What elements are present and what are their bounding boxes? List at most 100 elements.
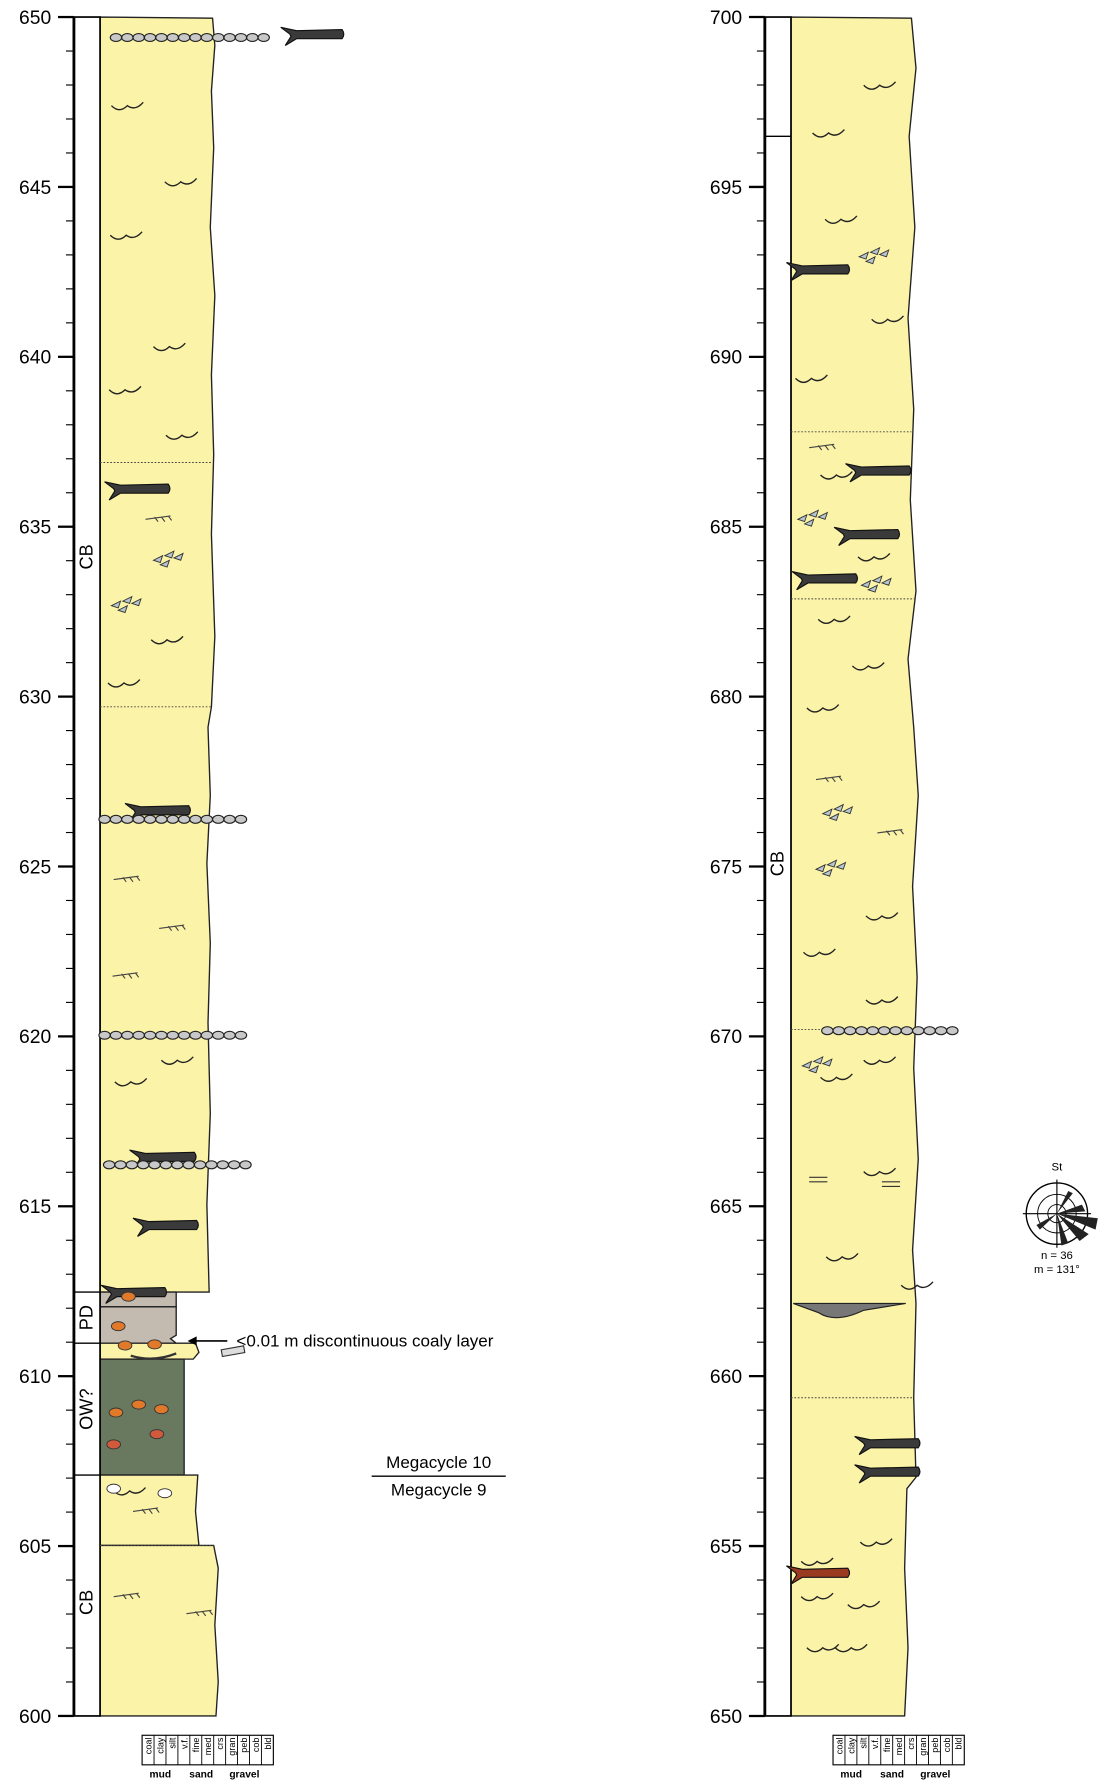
ripple-symbol [803,948,836,957]
pebble [155,814,168,824]
intraclast [817,511,829,520]
facies-label: CB [77,544,97,569]
pebble [923,1026,936,1036]
nodule [154,1404,169,1415]
depth-label: 615 [19,1197,51,1218]
ripple-symbol [152,342,186,352]
depth-label: 695 [710,178,742,199]
pebble [189,32,202,43]
pebble [143,32,157,43]
fossil-log [132,1217,199,1237]
depth-label: 655 [710,1537,742,1558]
pebble [121,814,134,824]
depth-label: 675 [710,857,742,878]
ripple-symbol [824,215,858,224]
depth-label: 660 [710,1367,742,1388]
sand-bed [99,16,216,1293]
intraclast [878,249,890,258]
intraclast [801,1060,813,1069]
nodule [106,1483,121,1494]
ripple-symbol [114,1077,148,1087]
wood-fragment [220,1345,246,1358]
depth-label: 605 [19,1537,51,1558]
grain-class: coal [834,1738,844,1755]
pebble [132,1030,145,1040]
pebble [143,814,157,824]
pebble [177,1030,191,1040]
pebble [132,814,145,824]
grain-class: bld [263,1738,273,1750]
pebble [843,1026,857,1036]
ripple-symbol [859,1538,893,1547]
depth-label: 665 [710,1197,742,1218]
ripple-symbol [164,177,198,187]
facies-strip [73,16,101,1717]
current-ripple [186,1609,214,1617]
intraclast [835,861,847,870]
fossil-log [280,26,345,46]
pebble [114,1160,127,1170]
fossil-log [854,1464,921,1484]
pebble [246,32,259,43]
intraclast [867,584,879,593]
depth-label: 625 [19,857,51,878]
intraclast [152,554,164,564]
intraclast [117,604,129,614]
grain-scale: coal clay silt v.f. fine med crs gran peb cob bld m… [832,1734,965,1780]
grain-class: bld [954,1738,964,1750]
ripple-symbol [165,431,199,440]
intraclast [880,577,892,586]
rose-petals [1036,1190,1098,1246]
ripple-symbol [795,374,828,384]
grain-class: clay [155,1737,165,1754]
pebble [877,1026,891,1036]
intraclast [121,595,133,604]
pebble [234,1030,248,1040]
grain-group: gravel [920,1769,950,1780]
intraclast [864,255,876,265]
ripple-symbol [800,1557,834,1567]
grain-scale-box [832,1734,965,1766]
depth-label: 645 [19,178,51,199]
pebble [109,814,123,824]
fossil-log [786,261,851,282]
pebble [211,1030,225,1040]
pebble [832,1026,845,1036]
pebble [227,1160,241,1170]
grain-class: med [203,1738,213,1756]
current-ripple [132,1507,160,1515]
intraclast [130,597,142,607]
pebble [211,32,225,43]
pebble [889,1026,902,1036]
grain-class: crs [215,1737,225,1750]
ripple-symbol [820,471,853,480]
ripple-symbol [865,996,899,1005]
sand-bed [99,1544,219,1717]
ripple-symbol [108,385,142,395]
pebble [109,1030,123,1040]
pebble [102,1160,116,1170]
ripple-symbol [160,1056,194,1065]
pebble [98,1030,111,1040]
intraclast [826,859,838,868]
intraclast [796,513,808,523]
current-ripple [809,443,836,451]
intraclast [832,803,845,812]
fossil-log [845,463,912,483]
grain-class: cob [251,1738,261,1753]
grain-class: cob [942,1738,952,1753]
pebble [166,1030,180,1040]
ripple-symbol [110,101,144,111]
pebble [257,32,270,43]
arrow-head [187,1336,197,1346]
pebble [177,32,191,43]
intraclast [821,808,833,817]
pebble [148,1160,161,1170]
megacycle-lower: Megacycle 9 [391,1480,487,1499]
intraclast [842,805,854,815]
depth-label: 650 [19,8,51,29]
pebble [223,1030,236,1040]
depth-label: 685 [710,518,742,539]
current-ripple [113,875,141,883]
